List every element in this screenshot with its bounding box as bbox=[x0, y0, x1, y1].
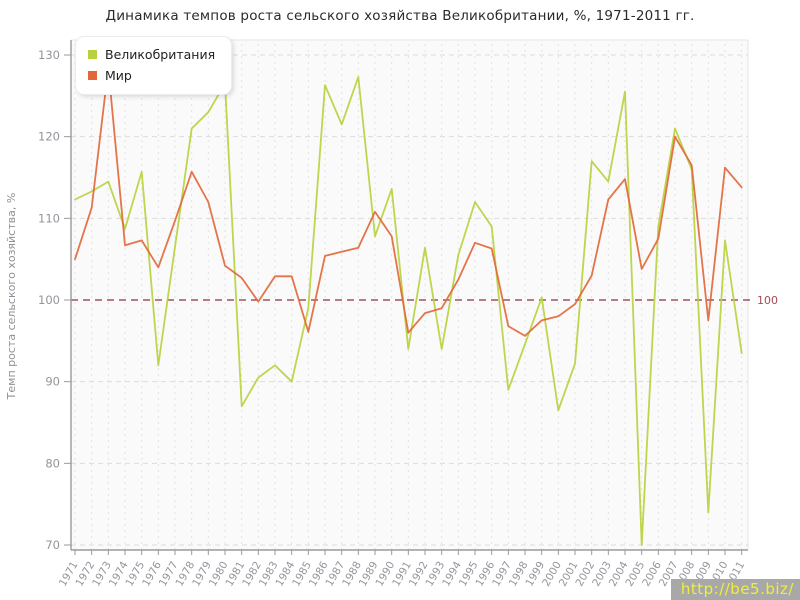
legend-item-uk[interactable]: Великобритания bbox=[86, 44, 217, 65]
y-tick-label: 80 bbox=[45, 456, 60, 470]
legend-item-world[interactable]: Мир bbox=[86, 65, 217, 86]
legend-label-world: Мир bbox=[105, 68, 132, 83]
y-tick-label: 130 bbox=[38, 48, 60, 62]
baseline-100-label: 100 bbox=[757, 294, 778, 307]
series-line-world bbox=[74, 67, 743, 337]
world-series-swatch bbox=[88, 71, 97, 80]
y-tick-label: 70 bbox=[45, 538, 60, 552]
y-tick-label: 110 bbox=[38, 211, 60, 225]
watermark-link[interactable]: http://be5.biz/ bbox=[670, 579, 800, 600]
y-axis-title: Темп роста сельского хозяйства, % bbox=[5, 192, 18, 400]
series-line-uk bbox=[74, 76, 743, 546]
plot-background bbox=[71, 40, 748, 550]
legend-label-uk: Великобритания bbox=[105, 47, 216, 62]
y-tick-label: 100 bbox=[38, 293, 60, 307]
legend: Великобритания Мир bbox=[75, 36, 233, 95]
chart-title: Динамика темпов роста сельского хозяйств… bbox=[105, 8, 695, 24]
uk-series-swatch bbox=[88, 50, 97, 59]
y-tick-label: 90 bbox=[45, 375, 60, 389]
y-tick-label: 120 bbox=[38, 130, 60, 144]
